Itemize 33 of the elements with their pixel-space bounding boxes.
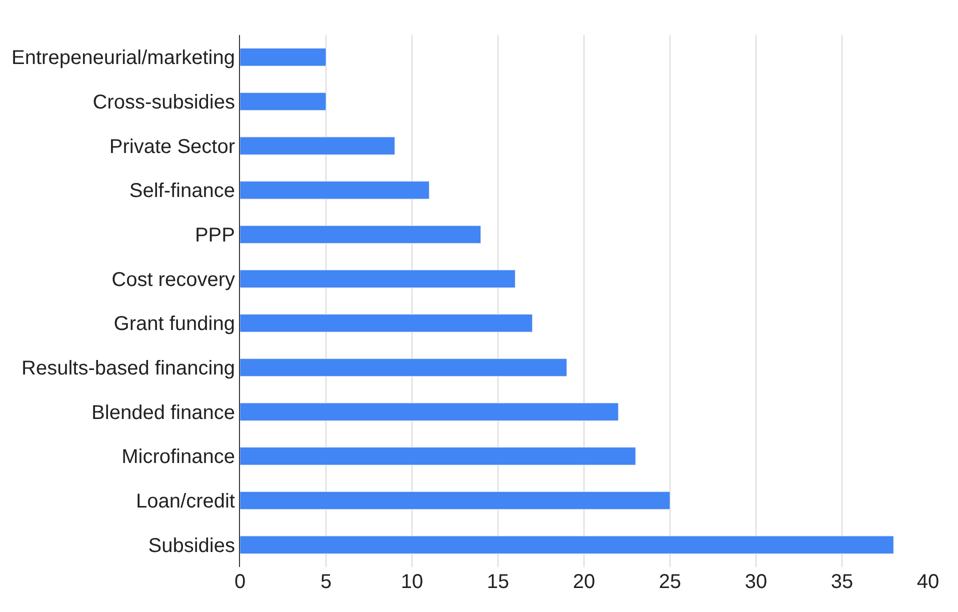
bar (240, 136, 396, 155)
y-tick-label: Self-finance (129, 180, 235, 202)
y-tick-label: Subsidies (148, 534, 235, 557)
bar (240, 536, 894, 554)
x-tick-label: 30 (744, 571, 768, 593)
x-tick-label: 5 (320, 571, 332, 593)
bar (240, 358, 568, 377)
bar (240, 48, 326, 66)
bar (240, 314, 533, 332)
y-tick-label: Cross-subsidies (92, 92, 235, 114)
bar (240, 270, 516, 288)
bar (240, 447, 636, 466)
y-tick-label: Entrepeneurial/marketing (12, 47, 235, 70)
bar (240, 225, 482, 244)
y-tick-label: Microfinance (122, 446, 235, 468)
x-tick-label: 25 (658, 571, 682, 593)
y-tick-label: Grant funding (114, 313, 235, 336)
y-tick-label: Private Sector (109, 136, 236, 158)
bar (240, 92, 326, 111)
bar (240, 181, 430, 200)
y-tick-label: Cost recovery (112, 268, 235, 291)
bar (240, 491, 670, 510)
y-tick-label: Results-based financing (22, 358, 235, 380)
x-tick-label: 0 (234, 571, 246, 593)
x-tick-label: 10 (400, 571, 424, 593)
y-tick-label: Loan/credit (136, 490, 236, 512)
bar (240, 402, 619, 421)
y-tick-label: PPP (194, 224, 235, 246)
x-tick-label: 15 (486, 571, 510, 593)
x-tick-label: 20 (572, 571, 596, 593)
x-tick-label: 35 (830, 571, 854, 593)
x-tick-label: 40 (916, 571, 940, 593)
y-tick-label: Blended finance (92, 402, 235, 424)
